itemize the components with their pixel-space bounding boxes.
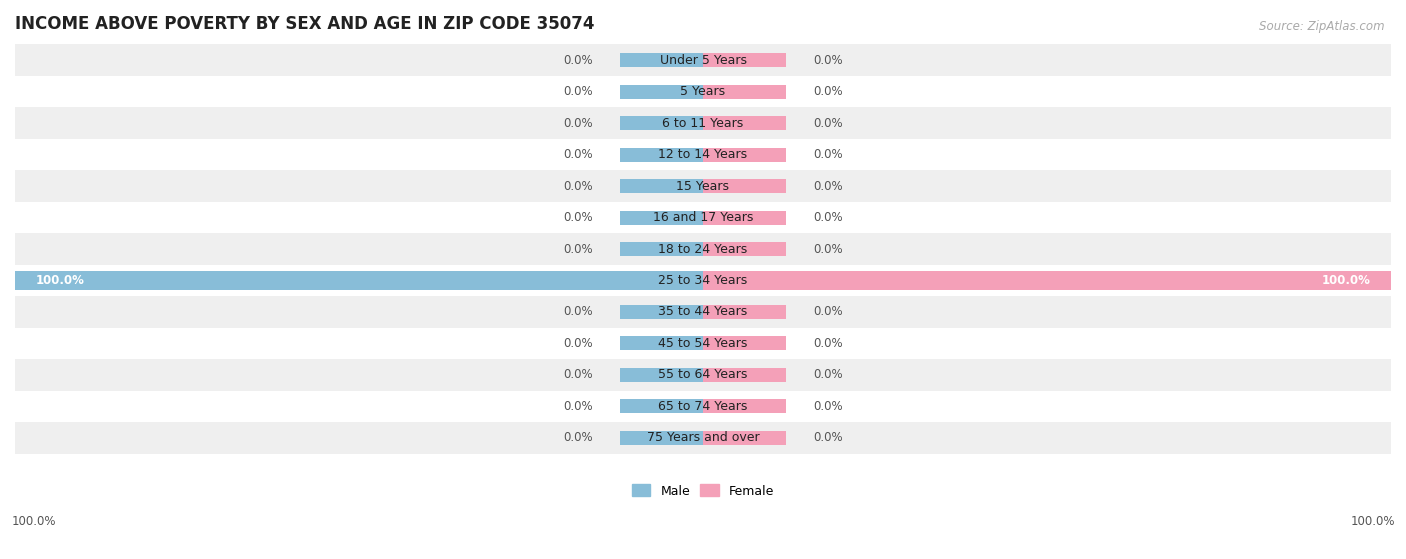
Text: 100.0%: 100.0% bbox=[1322, 274, 1371, 287]
Text: 0.0%: 0.0% bbox=[813, 211, 842, 224]
Text: 0.0%: 0.0% bbox=[813, 305, 842, 319]
Bar bbox=[620, 242, 703, 256]
Bar bbox=[703, 211, 786, 225]
Bar bbox=[620, 305, 703, 319]
Text: 0.0%: 0.0% bbox=[813, 85, 842, 98]
Text: 100.0%: 100.0% bbox=[1350, 515, 1395, 528]
Bar bbox=[620, 399, 703, 414]
Bar bbox=[703, 368, 786, 382]
Text: 0.0%: 0.0% bbox=[564, 368, 593, 381]
Text: 12 to 14 Years: 12 to 14 Years bbox=[658, 148, 748, 161]
Bar bbox=[15, 359, 1391, 391]
Text: 65 to 74 Years: 65 to 74 Years bbox=[658, 400, 748, 413]
Bar bbox=[620, 368, 703, 382]
Bar bbox=[15, 202, 1391, 233]
Text: 100.0%: 100.0% bbox=[11, 515, 56, 528]
Bar bbox=[703, 242, 786, 256]
Bar bbox=[620, 211, 703, 225]
Bar bbox=[15, 170, 1391, 202]
Bar bbox=[15, 233, 1391, 265]
Text: 0.0%: 0.0% bbox=[564, 179, 593, 193]
Bar bbox=[620, 84, 703, 99]
Text: 35 to 44 Years: 35 to 44 Years bbox=[658, 305, 748, 319]
Bar bbox=[703, 148, 786, 162]
Bar bbox=[15, 139, 1391, 170]
Bar bbox=[703, 337, 786, 350]
Text: 0.0%: 0.0% bbox=[813, 117, 842, 130]
Text: 0.0%: 0.0% bbox=[564, 117, 593, 130]
Bar bbox=[15, 422, 1391, 453]
Text: 18 to 24 Years: 18 to 24 Years bbox=[658, 243, 748, 255]
Text: 0.0%: 0.0% bbox=[813, 432, 842, 444]
Text: 45 to 54 Years: 45 to 54 Years bbox=[658, 337, 748, 350]
Bar bbox=[620, 116, 703, 130]
Text: 0.0%: 0.0% bbox=[564, 243, 593, 255]
Bar bbox=[620, 179, 703, 193]
Text: Under 5 Years: Under 5 Years bbox=[659, 54, 747, 67]
Bar bbox=[15, 296, 1391, 328]
Text: 0.0%: 0.0% bbox=[564, 148, 593, 161]
Text: 75 Years and over: 75 Years and over bbox=[647, 432, 759, 444]
Bar bbox=[15, 271, 703, 290]
Text: Source: ZipAtlas.com: Source: ZipAtlas.com bbox=[1260, 20, 1385, 32]
Legend: Male, Female: Male, Female bbox=[627, 479, 779, 503]
Bar bbox=[703, 305, 786, 319]
Bar bbox=[15, 391, 1391, 422]
Text: 0.0%: 0.0% bbox=[564, 400, 593, 413]
Text: 0.0%: 0.0% bbox=[564, 54, 593, 67]
Text: 0.0%: 0.0% bbox=[813, 400, 842, 413]
Bar bbox=[703, 271, 1391, 290]
Text: 0.0%: 0.0% bbox=[564, 85, 593, 98]
Text: 0.0%: 0.0% bbox=[813, 148, 842, 161]
Text: 6 to 11 Years: 6 to 11 Years bbox=[662, 117, 744, 130]
Bar bbox=[703, 116, 786, 130]
Bar bbox=[620, 337, 703, 350]
Bar bbox=[620, 431, 703, 445]
Bar bbox=[703, 179, 786, 193]
Bar bbox=[15, 265, 1391, 296]
Bar bbox=[15, 45, 1391, 76]
Bar bbox=[703, 53, 786, 67]
Text: 5 Years: 5 Years bbox=[681, 85, 725, 98]
Text: 0.0%: 0.0% bbox=[813, 179, 842, 193]
Text: INCOME ABOVE POVERTY BY SEX AND AGE IN ZIP CODE 35074: INCOME ABOVE POVERTY BY SEX AND AGE IN Z… bbox=[15, 15, 595, 33]
Bar bbox=[620, 53, 703, 67]
Text: 0.0%: 0.0% bbox=[564, 337, 593, 350]
Bar bbox=[620, 148, 703, 162]
Text: 25 to 34 Years: 25 to 34 Years bbox=[658, 274, 748, 287]
Text: 0.0%: 0.0% bbox=[813, 337, 842, 350]
Bar bbox=[703, 273, 786, 287]
Text: 0.0%: 0.0% bbox=[564, 305, 593, 319]
Text: 0.0%: 0.0% bbox=[564, 432, 593, 444]
Text: 100.0%: 100.0% bbox=[35, 274, 84, 287]
Bar bbox=[15, 76, 1391, 107]
Text: 0.0%: 0.0% bbox=[813, 368, 842, 381]
Bar bbox=[620, 273, 703, 287]
Text: 15 Years: 15 Years bbox=[676, 179, 730, 193]
Bar bbox=[703, 431, 786, 445]
Text: 55 to 64 Years: 55 to 64 Years bbox=[658, 368, 748, 381]
Text: 0.0%: 0.0% bbox=[813, 54, 842, 67]
Text: 0.0%: 0.0% bbox=[813, 243, 842, 255]
Bar bbox=[15, 107, 1391, 139]
Bar bbox=[15, 328, 1391, 359]
Bar bbox=[703, 84, 786, 99]
Bar bbox=[703, 399, 786, 414]
Text: 16 and 17 Years: 16 and 17 Years bbox=[652, 211, 754, 224]
Text: 0.0%: 0.0% bbox=[564, 211, 593, 224]
